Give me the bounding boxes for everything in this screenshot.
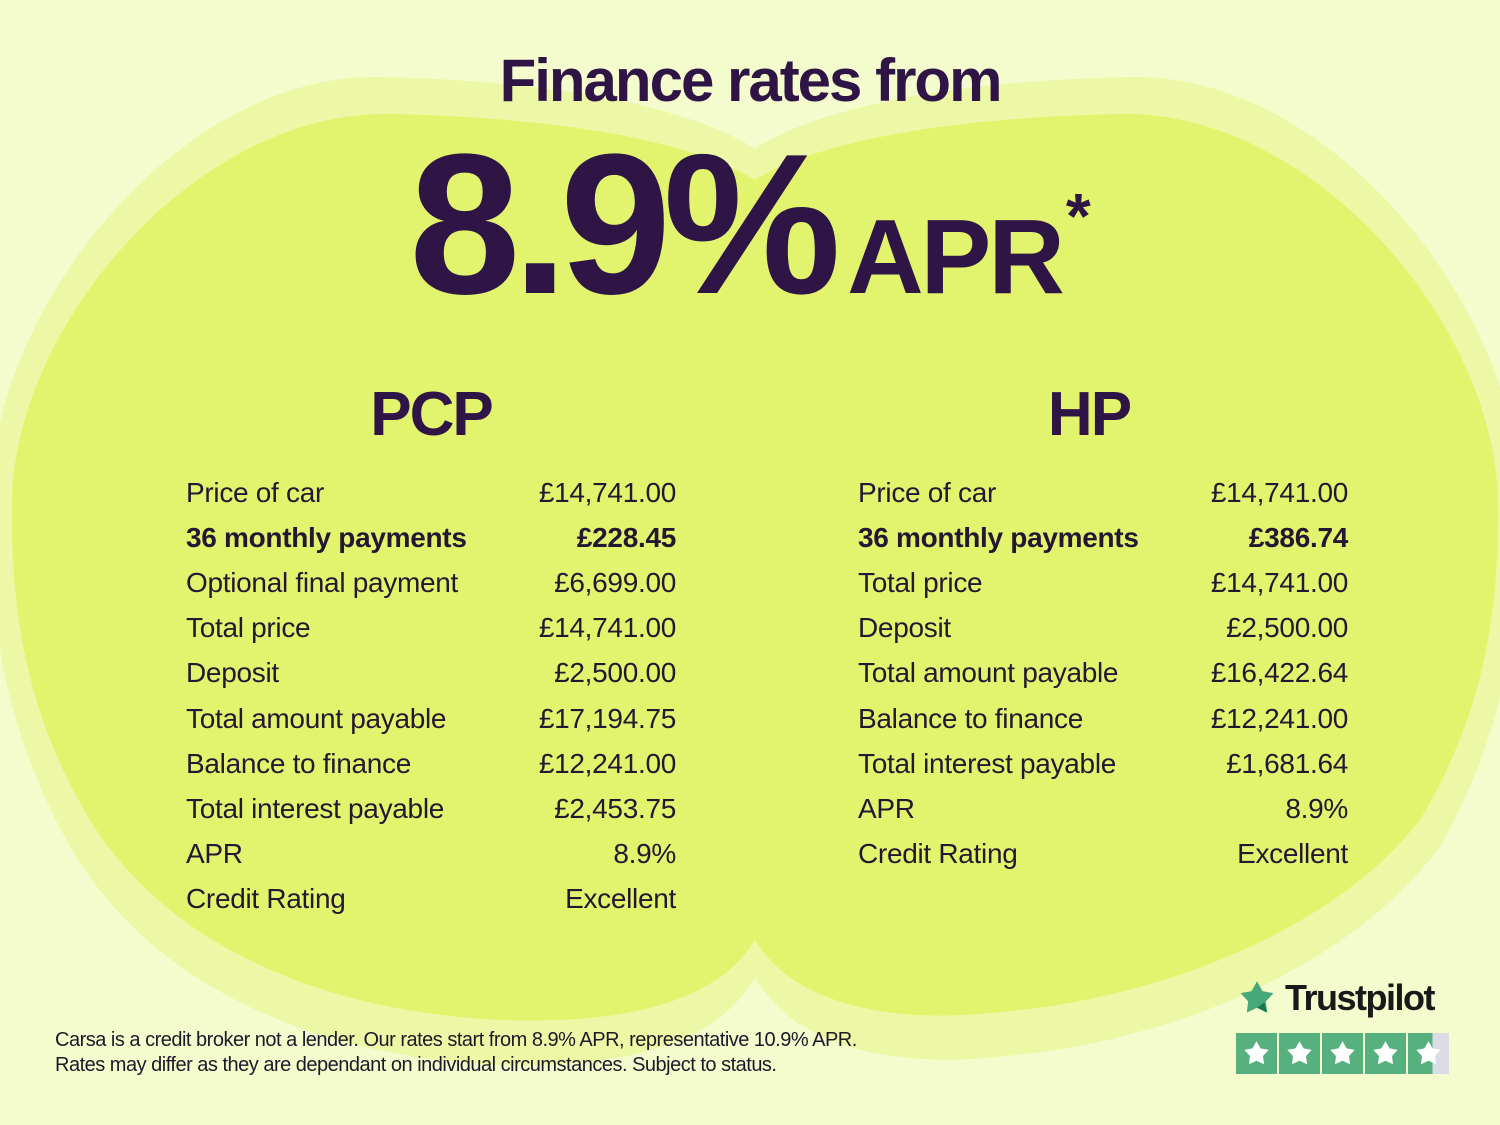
finance-row: Total interest payable £2,453.75 [186, 786, 676, 831]
finance-row-label: Total interest payable [858, 747, 1117, 779]
disclaimer: Carsa is a credit broker not a lender. O… [55, 1028, 857, 1078]
trustpilot-logo: Trustpilot [1236, 976, 1452, 1020]
finance-row: Price of car £14,741.00 [858, 470, 1348, 515]
finance-row-value: £2,500.00 [1226, 612, 1348, 644]
finance-row: 36 monthly payments £386.74 [858, 515, 1348, 560]
finance-row: Total amount payable £17,194.75 [186, 696, 676, 741]
finance-row-label: Balance to finance [186, 747, 411, 779]
finance-row: Credit Rating Excellent [858, 832, 1348, 877]
finance-row-label: Optional final payment [186, 566, 459, 598]
finance-row-label: APR [858, 792, 915, 824]
finance-row-label: Credit Rating [186, 883, 346, 915]
hp-table: HP Price of car £14,741.00 36 monthly paym… [858, 383, 1348, 877]
trustpilot-block: Trustpilot [1236, 976, 1452, 1074]
finance-row-value: £228.45 [576, 521, 676, 553]
hp-rows: Price of car £14,741.00 36 monthly payment… [858, 470, 1348, 877]
finance-row-value: £1,681.64 [1226, 747, 1348, 779]
finance-row-value: £14,741.00 [538, 612, 676, 644]
finance-row-value: 8.9% [613, 838, 676, 870]
finance-row-label: Total amount payable [858, 657, 1119, 689]
hero-rate-suffix: APR [847, 198, 1065, 316]
finance-row-value: £14,741.00 [1210, 566, 1348, 598]
finance-row-value: £386.74 [1248, 521, 1348, 553]
finance-row-value: £17,194.75 [538, 702, 676, 734]
finance-row: Deposit £2,500.00 [186, 651, 676, 696]
finance-row: Total amount payable £16,422.64 [858, 651, 1348, 696]
pcp-rows: Price of car £14,741.00 36 monthly payment… [186, 470, 676, 922]
finance-row-label: 36 monthly payments [858, 521, 1139, 553]
trustpilot-rating-star-box [1322, 1033, 1363, 1074]
finance-row: Deposit £2,500.00 [858, 606, 1348, 651]
finance-row-value: £14,741.00 [538, 476, 676, 508]
finance-row: Balance to finance £12,241.00 [858, 696, 1348, 741]
hero-rate-value: 8.9% [409, 113, 841, 336]
finance-row-value: £12,241.00 [1210, 702, 1348, 734]
finance-row: 36 monthly payments £228.45 [186, 515, 676, 560]
finance-row-label: Total price [858, 566, 983, 598]
hero-rate: 8.9% APR * [0, 125, 1500, 325]
disclaimer-line2: Rates may differ as they are dependant o… [55, 1054, 777, 1076]
finance-row: Total price £14,741.00 [858, 560, 1348, 605]
trustpilot-rating-stars [1236, 1033, 1452, 1074]
finance-row-label: APR [186, 838, 243, 870]
trustpilot-rating-star-box [1236, 1033, 1277, 1074]
finance-row-label: Balance to finance [858, 702, 1083, 734]
finance-row: Credit Rating Excellent [186, 877, 676, 922]
finance-row-label: Total amount payable [186, 702, 447, 734]
finance-row: Total price £14,741.00 [186, 606, 676, 651]
finance-row-value: £2,500.00 [554, 657, 676, 689]
finance-row-label: Credit Rating [858, 838, 1018, 870]
finance-row-label: Deposit [186, 657, 279, 689]
finance-row-value: Excellent [565, 883, 676, 915]
trustpilot-rating-star-box [1279, 1033, 1320, 1074]
finance-row-value: £14,741.00 [1210, 476, 1348, 508]
pcp-heading: PCP [370, 380, 493, 449]
finance-row-label: Deposit [858, 612, 951, 644]
finance-row: APR 8.9% [186, 832, 676, 877]
finance-row: Price of car £14,741.00 [186, 470, 676, 515]
trustpilot-star-icon [1236, 977, 1278, 1019]
finance-row-value: £16,422.64 [1210, 657, 1348, 689]
trustpilot-rating-star-box [1365, 1033, 1406, 1074]
finance-row-label: Price of car [858, 476, 996, 508]
finance-row-value: £6,699.00 [554, 566, 676, 598]
finance-row-value: £2,453.75 [554, 792, 676, 824]
hp-heading: HP [1047, 380, 1132, 449]
finance-row-value: £12,241.00 [538, 747, 676, 779]
pcp-table: PCP Price of car £14,741.00 36 monthly pay… [186, 383, 676, 922]
finance-row-label: Total price [186, 612, 311, 644]
trustpilot-rating-star-box [1408, 1033, 1449, 1074]
finance-row-value: 8.9% [1285, 792, 1348, 824]
finance-row: APR 8.9% [858, 786, 1348, 831]
finance-row-label: 36 monthly payments [186, 521, 467, 553]
disclaimer-line1: Carsa is a credit broker not a lender. O… [55, 1029, 857, 1051]
finance-row: Optional final payment £6,699.00 [186, 560, 676, 605]
page-title: Finance rates from [499, 47, 1003, 114]
finance-row-label: Total interest payable [186, 792, 445, 824]
hero-asterisk: * [1065, 180, 1091, 252]
finance-row-value: Excellent [1237, 838, 1348, 870]
finance-row-label: Price of car [186, 476, 324, 508]
trustpilot-wordmark: Trustpilot [1285, 977, 1436, 1018]
finance-row: Balance to finance £12,241.00 [186, 741, 676, 786]
finance-row: Total interest payable £1,681.64 [858, 741, 1348, 786]
